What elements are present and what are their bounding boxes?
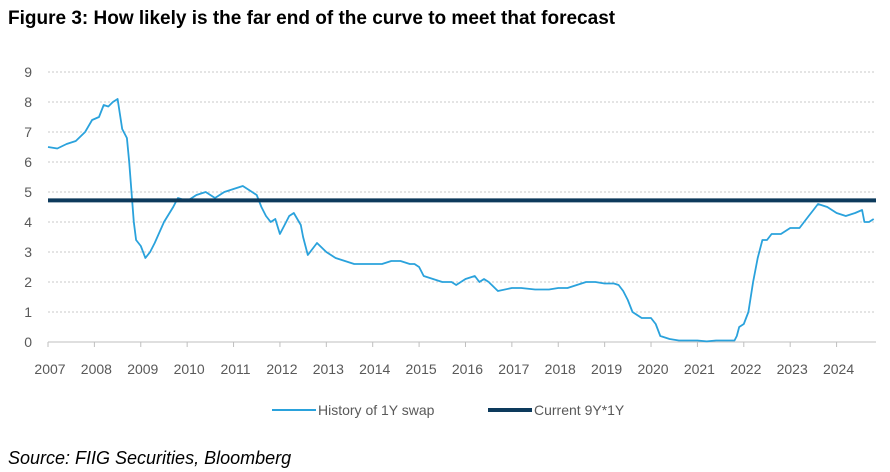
y-tick-label: 6 bbox=[24, 154, 32, 170]
y-tick-label: 5 bbox=[24, 184, 32, 200]
x-tick-label: 2020 bbox=[637, 361, 668, 377]
x-tick-label: 2010 bbox=[174, 361, 205, 377]
y-tick-label: 7 bbox=[24, 124, 32, 140]
x-tick-label: 2011 bbox=[220, 361, 250, 377]
x-tick-label: 2015 bbox=[406, 361, 437, 377]
x-tick-label: 2021 bbox=[684, 361, 715, 377]
y-tick-label: 9 bbox=[24, 64, 32, 80]
x-tick-label: 2024 bbox=[823, 361, 854, 377]
x-tick-label: 2014 bbox=[359, 361, 390, 377]
x-tick-label: 2008 bbox=[81, 361, 112, 377]
x-tick-label: 2007 bbox=[34, 361, 65, 377]
chart-title: Figure 3: How likely is the far end of t… bbox=[8, 8, 616, 29]
y-tick-label: 0 bbox=[24, 334, 32, 350]
series-line-history bbox=[47, 98, 875, 343]
y-axis-ticks: 0 1 2 3 4 5 6 7 8 9 bbox=[24, 64, 32, 350]
y-tick-label: 3 bbox=[24, 244, 32, 260]
series-layer bbox=[47, 98, 876, 343]
x-tick-label: 2016 bbox=[452, 361, 483, 377]
x-tick-label: 2013 bbox=[313, 361, 344, 377]
y-tick-label: 8 bbox=[24, 94, 32, 110]
x-tick-label: 2019 bbox=[591, 361, 622, 377]
x-tick-label: 2012 bbox=[266, 361, 297, 377]
x-tick-label: 2023 bbox=[777, 361, 808, 377]
y-tick-label: 1 bbox=[24, 304, 32, 320]
x-tick-label: 2018 bbox=[545, 361, 576, 377]
x-tick-label: 2017 bbox=[498, 361, 529, 377]
y-tick-label: 4 bbox=[24, 214, 32, 230]
legend: History of 1Y swap Current 9Y*1Y bbox=[272, 402, 625, 418]
legend-item-current-label: Current 9Y*1Y bbox=[534, 402, 625, 418]
x-tick-label: 2009 bbox=[127, 361, 158, 377]
x-axis-ticks: 2007 2008 2009 2010 2011 2012 2013 2014 2015 2016… bbox=[34, 342, 854, 377]
source-note: Source: FIIG Securities, Bloomberg bbox=[8, 448, 292, 468]
x-tick-label: 2022 bbox=[730, 361, 761, 377]
legend-item-history-label: History of 1Y swap bbox=[318, 402, 435, 418]
y-tick-label: 2 bbox=[24, 274, 32, 290]
gridlines bbox=[48, 71, 876, 343]
